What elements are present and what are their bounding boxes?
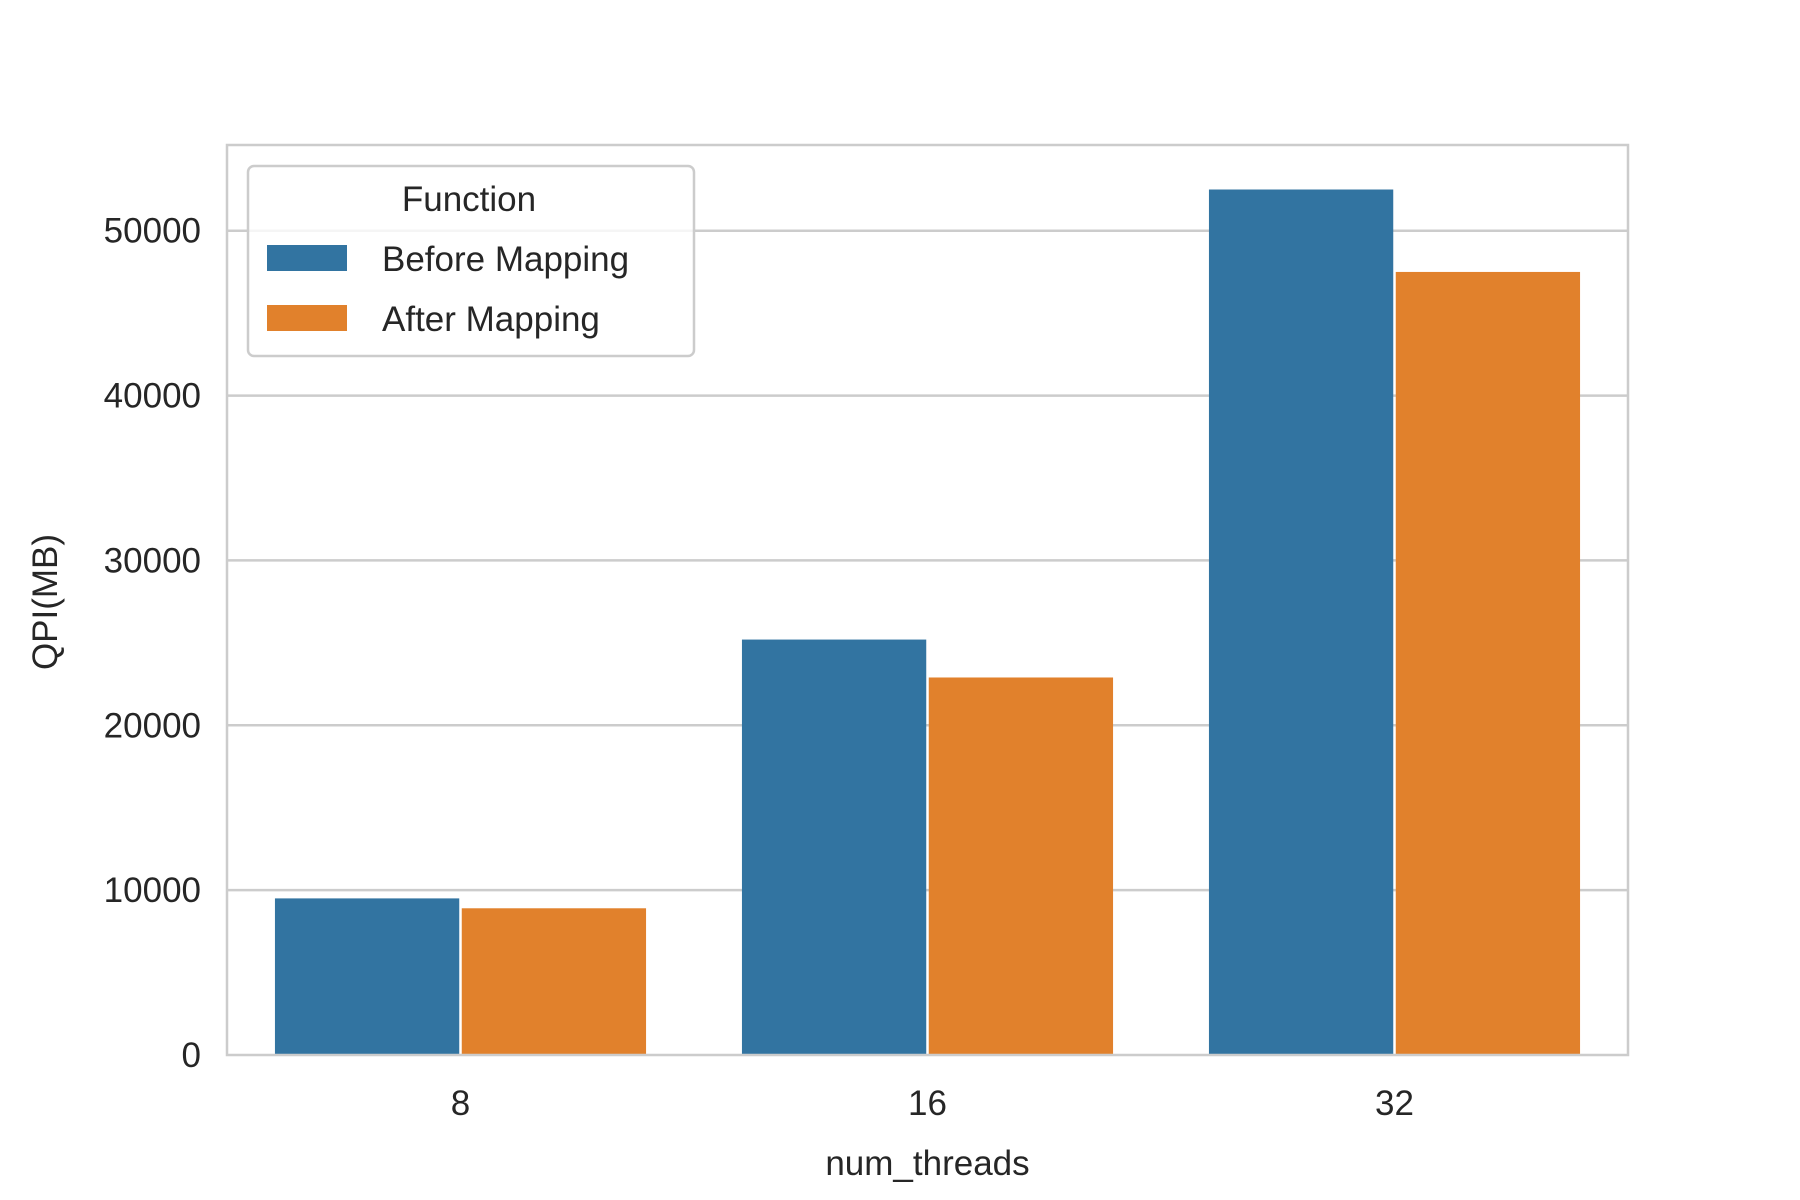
bar-before-mapping-8 [274,898,460,1055]
bar-after-mapping-8 [461,908,647,1055]
legend-label: Before Mapping [382,240,629,279]
y-tick-labels: 0 10000 20000 30000 40000 50000 [104,212,201,1075]
x-tick-labels: 8 16 32 [451,1084,1414,1123]
legend-swatch [267,305,347,331]
bars [274,189,1581,1055]
legend-items: Before Mapping After Mapping [267,240,629,339]
y-tick-label: 20000 [104,706,201,745]
legend: Function Before Mapping After Mapping [246,164,696,358]
x-tick-label: 8 [451,1084,470,1123]
legend-swatch [267,245,347,271]
x-axis-label: num_threads [825,1144,1029,1183]
bar-after-mapping-32 [1395,271,1581,1055]
plot-frame [225,143,1630,1057]
bar-before-mapping-16 [741,639,927,1055]
legend-title: Function [402,180,536,219]
y-axis-label: QPI(MB) [26,534,65,670]
legend-box [246,164,696,358]
y-tick-label: 30000 [104,541,201,580]
x-tick-label: 32 [1375,1084,1414,1123]
legend-label: After Mapping [382,300,600,339]
y-tick-label: 40000 [104,377,201,416]
bar-after-mapping-16 [928,677,1114,1055]
bar-before-mapping-32 [1208,189,1394,1055]
y-tick-label: 0 [182,1036,201,1075]
y-tick-label: 50000 [104,212,201,251]
x-tick-label: 16 [908,1084,947,1123]
y-tick-label: 10000 [104,871,201,910]
